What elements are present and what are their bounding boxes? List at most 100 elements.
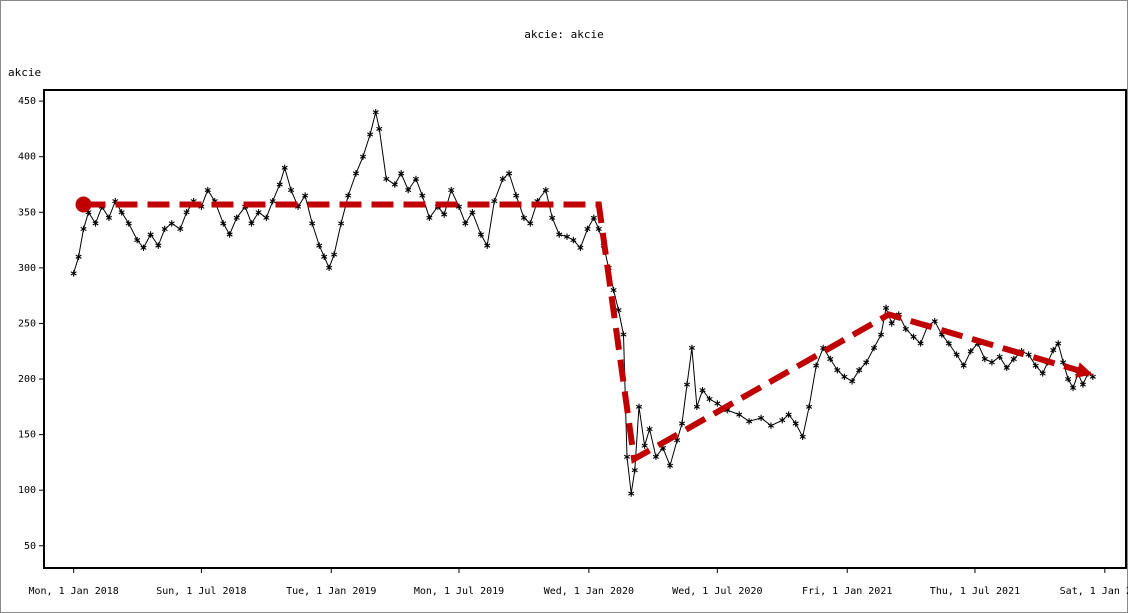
data-point [827, 355, 834, 363]
data-point [988, 359, 995, 366]
data-point [263, 214, 270, 222]
data-point [383, 175, 390, 183]
data-point [134, 236, 141, 244]
data-point [1039, 370, 1046, 377]
data-point [527, 220, 534, 227]
data-point [352, 170, 360, 177]
data-point [549, 214, 556, 222]
data-point [910, 333, 917, 340]
data-point [693, 403, 700, 411]
y-tick-label: 150 [18, 430, 36, 441]
x-tick-label: Thu, 1 Jul 2021 [930, 586, 1020, 597]
y-axis-ticks: 50 100 150 200 250 300 350 400 450 [18, 96, 44, 552]
data-point [1010, 355, 1017, 363]
data-point [1050, 346, 1057, 354]
data-point [220, 220, 227, 227]
data-point [248, 220, 255, 227]
data-point [105, 214, 112, 222]
x-tick-label: Sun, 1 Jul 2018 [156, 586, 246, 597]
data-point [556, 231, 563, 238]
x-tick-label: Mon, 1 Jul 2019 [414, 586, 504, 597]
data-point [520, 214, 528, 222]
x-tick-label: Wed, 1 Jul 2020 [672, 586, 762, 597]
data-point [646, 425, 653, 433]
data-point [92, 220, 99, 227]
data-point [785, 411, 792, 418]
data-point [204, 186, 211, 194]
data-point [1070, 384, 1077, 392]
data-point [758, 414, 765, 422]
data-point [542, 186, 549, 194]
data-point [1003, 364, 1010, 372]
data-point [80, 225, 87, 233]
data-point [652, 453, 659, 461]
data-point [666, 462, 674, 469]
data-point [1055, 340, 1062, 347]
data-point [233, 214, 240, 222]
y-tick-label: 400 [18, 152, 36, 163]
data-point [177, 225, 184, 233]
data-point [917, 340, 924, 347]
data-point [635, 403, 643, 411]
y-tick-label: 250 [18, 318, 36, 329]
series-layer [70, 109, 1096, 497]
data-point [125, 220, 132, 227]
data-point [563, 233, 571, 240]
data-point [570, 236, 577, 244]
data-point [412, 175, 420, 183]
data-point [499, 175, 506, 183]
data-point [376, 125, 383, 133]
data-point [326, 264, 333, 272]
data-point [641, 442, 648, 449]
data-point [863, 359, 870, 366]
data-point [226, 231, 233, 238]
data-point [953, 351, 960, 358]
data-point [615, 306, 622, 314]
chart-title: akcie: akcie [524, 28, 604, 41]
data-point [620, 331, 627, 338]
data-point [706, 395, 713, 403]
data-point [714, 400, 721, 407]
data-point [960, 362, 967, 369]
data-point [302, 192, 309, 199]
data-point [118, 209, 125, 216]
data-point [577, 244, 584, 252]
x-tick-label: Wed, 1 Jan 2020 [544, 586, 634, 597]
data-point [945, 340, 952, 347]
data-point [888, 320, 895, 327]
x-tick-label: Sat, 1 Jan 2022 [1060, 586, 1128, 597]
data-point [309, 220, 316, 227]
data-point [183, 209, 190, 216]
data-point [1089, 373, 1096, 380]
x-tick-label: Mon, 1 Jan 2018 [28, 586, 118, 597]
y-axis-label: akcie [8, 66, 42, 79]
data-point [287, 186, 295, 194]
x-tick-label: Tue, 1 Jan 2019 [286, 586, 376, 597]
data-point [1025, 351, 1032, 358]
data-point [834, 366, 841, 374]
data-point [477, 231, 484, 238]
data-point [610, 286, 617, 294]
data-point [140, 244, 147, 252]
data-point [878, 331, 885, 338]
data-point [628, 490, 635, 497]
data-point [372, 109, 379, 116]
data-point [967, 348, 974, 355]
x-tick-label: Fri, 1 Jan 2021 [802, 586, 892, 597]
data-point [506, 170, 513, 177]
data-point [849, 378, 856, 385]
data-point [491, 197, 498, 205]
y-tick-label: 450 [18, 96, 36, 107]
data-point [813, 362, 820, 369]
data-point [269, 197, 276, 205]
trend-annotation [75, 196, 1093, 464]
trend-start-dot [75, 196, 92, 213]
data-point [359, 153, 367, 160]
data-point [981, 355, 988, 363]
trend-line [83, 201, 1085, 464]
data-point [276, 181, 283, 188]
data-point [623, 453, 631, 461]
data-point [168, 220, 175, 227]
data-point [398, 170, 405, 177]
data-point [1065, 375, 1072, 383]
